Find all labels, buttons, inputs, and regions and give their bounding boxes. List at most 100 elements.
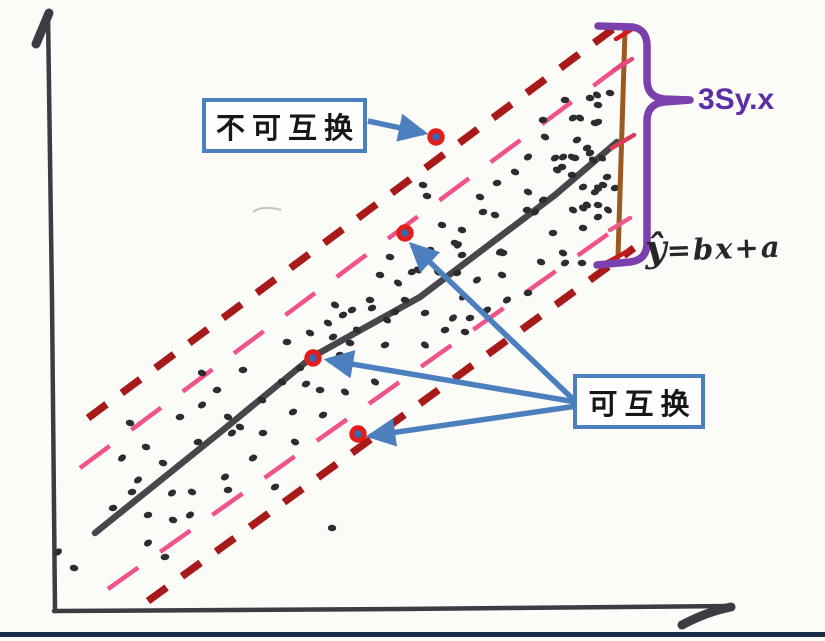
label-box-interchangeable: 可互换 (573, 374, 705, 429)
scatter-dot (572, 136, 582, 144)
scatter-dot (340, 388, 350, 396)
scatter-dot (235, 423, 245, 431)
scatter-dot (277, 378, 287, 386)
scatter-dot (193, 438, 203, 446)
scatter-dot (605, 89, 615, 97)
scatter-dot (523, 153, 533, 161)
band-line-inner-upper-limit (78, 58, 630, 470)
scatter-dot (108, 504, 118, 512)
annotation-arrow (365, 403, 578, 447)
point-interchangeable (349, 425, 367, 443)
scatter-dot (593, 213, 603, 221)
scatter-dot (460, 328, 470, 336)
scatter-dot (197, 401, 207, 409)
scatter-dot (258, 429, 268, 437)
scatter-dot (54, 548, 62, 556)
pencil-smudge (252, 206, 282, 213)
scatter-dot (538, 116, 548, 124)
error-bar-tick (609, 132, 637, 151)
scatter-dot (582, 144, 592, 152)
scatter-dot (187, 488, 197, 496)
scatter-dot (585, 149, 595, 157)
scatter-dot (323, 319, 333, 327)
scatter-dot (238, 366, 248, 374)
scatter-dot (223, 486, 233, 494)
scatter-dot (538, 196, 548, 204)
scatter-dot (557, 163, 567, 171)
band-line-inner-lower-limit (106, 220, 627, 591)
scatter-dot (472, 276, 482, 284)
scatter-dot (540, 133, 550, 141)
scatter-dot (257, 396, 267, 404)
scatter-dot (418, 181, 428, 189)
scatter-dot (548, 229, 558, 237)
y-axis-line (45, 11, 58, 614)
annotation-arrow (408, 241, 579, 405)
scatter-dot (420, 309, 430, 317)
scatter-dot (338, 311, 348, 319)
scatter-dot (220, 473, 230, 481)
scatter-dot (290, 438, 300, 446)
scatter-dot (593, 101, 603, 109)
band-line-outer-lower-limit (145, 244, 637, 605)
scatter-dot (602, 173, 612, 181)
scatter-dot (160, 553, 170, 561)
scatter-dot (523, 289, 533, 297)
regression-line (91, 138, 621, 537)
scatter-dot (454, 241, 462, 249)
scatter-dot (315, 386, 325, 394)
scatter-dot (168, 516, 178, 524)
scatter-dot (425, 246, 435, 254)
equation-rest: =bx+a (666, 229, 783, 268)
brace-icon (593, 22, 694, 269)
scatter-dot (422, 192, 432, 200)
scatter-dot (560, 96, 570, 104)
scatter-dot (382, 316, 392, 324)
scatter-dot (530, 208, 540, 216)
equation-y-hat: ŷ (644, 225, 668, 271)
scatter-dot (223, 413, 233, 421)
scatter-dot (560, 259, 570, 267)
scatter-dot (390, 308, 400, 316)
point-interchangeable (396, 224, 414, 242)
interchangeable-text: 可互换 (588, 386, 697, 421)
scatter-dot (610, 184, 620, 192)
scatter-dot (598, 181, 608, 189)
scatter-dot (345, 339, 355, 347)
x-axis-arrowhead-icon (677, 602, 736, 630)
scatter-dot (143, 539, 153, 547)
scatter-dot (567, 171, 577, 179)
scatter-dot (492, 179, 502, 187)
scatter-dot (558, 249, 568, 257)
scatter-dot (582, 201, 592, 209)
scatter-dot (197, 369, 207, 377)
scatter-dot (497, 271, 507, 279)
scatter-dot (330, 301, 340, 309)
scatter-dot (603, 206, 613, 214)
scatter-dot (158, 459, 168, 467)
scatter-dot (597, 154, 607, 162)
scatter-dot (440, 326, 450, 334)
chart-content (54, 25, 637, 605)
scatter-dot (570, 154, 580, 162)
scatter-dot (227, 429, 237, 437)
bottom-border-bar (0, 632, 825, 637)
x-axis-line (51, 603, 736, 614)
scatter-dot (593, 118, 603, 126)
not-interchangeable-text: 不可互换 (215, 110, 360, 145)
scatter-dot (449, 314, 457, 322)
scatter-dot (437, 221, 447, 229)
scatter-dot (318, 411, 328, 419)
point-not-interchangeable (427, 128, 445, 146)
scatter-dot (478, 208, 488, 216)
annotation-arrow (367, 113, 429, 142)
scatter-dot (143, 511, 153, 519)
scatter-dot (578, 224, 588, 232)
scatter-dot (175, 413, 185, 421)
y-axis-arrowhead-icon (31, 8, 54, 49)
scatter-dot (270, 483, 280, 491)
scatter-dot (185, 511, 195, 519)
scatter-dot (498, 249, 508, 257)
